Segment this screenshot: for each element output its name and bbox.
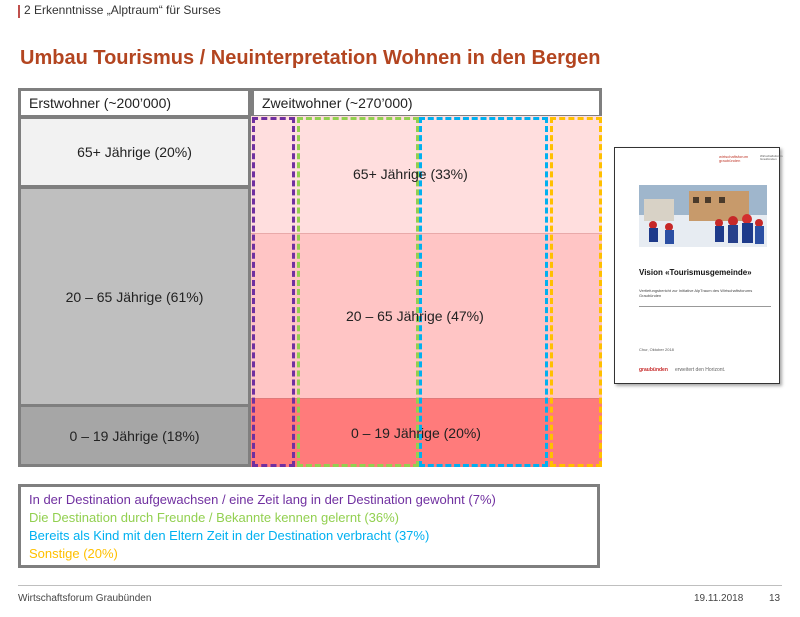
group-kind-box (419, 117, 548, 467)
zweitwohner-header: Zweitwohner (~270’000) (251, 88, 602, 118)
erstwohner-0-19-label: 0 – 19 Jährige (18%) (69, 427, 200, 444)
band-divider (251, 398, 602, 399)
erstwohner-header: Erstwohner (~200’000) (18, 88, 251, 118)
report-rule (639, 306, 771, 307)
section-accent-bar (18, 5, 20, 18)
erstwohner-20-65-label: 20 – 65 Jährige (61%) (65, 288, 204, 305)
report-title: Vision «Tourismusgemeinde» (639, 268, 752, 277)
group-aufgewachsen-box (252, 117, 295, 467)
slide-title: Umbau Tourismus / Neuinterpretation Wohn… (20, 47, 601, 69)
erstwohner-65plus: 65+ Jährige (20%) (18, 116, 251, 188)
report-cover-photo (639, 185, 767, 247)
zweitwohner-0-19-label: 0 – 19 Jährige (20%) (351, 425, 481, 441)
zweitwohner-65plus-band (251, 116, 602, 234)
legend-item-kind: Bereits als Kind mit den Eltern Zeit in … (29, 528, 430, 543)
report-date: Chur, Oktober 2018 (639, 347, 674, 352)
erstwohner-0-19: 0 – 19 Jährige (18%) (18, 404, 251, 467)
legend: In der Destination aufgewachsen / eine Z… (18, 484, 600, 568)
zweitwohner-20-65-label: 20 – 65 Jährige (47%) (346, 308, 484, 324)
footer-divider (18, 585, 782, 586)
report-cover-thumbnail: wirtschaftsforum graubünden Wirtschaftsf… (614, 147, 783, 384)
footer-date: 19.11.2018 (694, 593, 744, 604)
group-freunde-box (297, 117, 419, 467)
legend-item-aufgewachsen: In der Destination aufgewachsen / eine Z… (29, 492, 496, 507)
report-logo-side: Wirtschaftsforum Graubünden (760, 154, 783, 161)
group-sonstige-box (550, 117, 602, 467)
erstwohner-20-65: 20 – 65 Jährige (61%) (18, 186, 251, 407)
report-brand: graubünden (639, 367, 668, 373)
legend-item-sonstige: Sonstige (20%) (29, 546, 118, 561)
legend-item-freunde: Die Destination durch Freunde / Bekannte… (29, 510, 399, 525)
report-slogan: erweitert den Horizont. (675, 367, 726, 373)
report-subtitle: Vertiefungsbericht zur Initiative AlpTra… (639, 288, 753, 298)
section-title: 2 Erkenntnisse „Alptraum“ für Surses (24, 3, 221, 17)
zweitwohner-65plus-label: 65+ Jährige (33%) (353, 166, 468, 182)
footer-organization: Wirtschaftsforum Graubünden (18, 593, 152, 604)
zweitwohner-0-19-band (251, 399, 602, 467)
zweitwohner-20-65-band (251, 234, 602, 399)
footer-page-number: 13 (769, 593, 781, 604)
erstwohner-65plus-label: 65+ Jährige (20%) (77, 144, 192, 160)
band-divider (251, 233, 602, 234)
report-logo: wirtschaftsforum graubünden (719, 154, 749, 163)
